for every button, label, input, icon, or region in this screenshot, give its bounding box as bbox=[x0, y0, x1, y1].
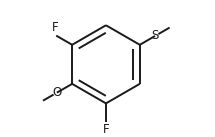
Text: S: S bbox=[151, 29, 159, 42]
Text: F: F bbox=[52, 21, 59, 34]
Text: F: F bbox=[103, 123, 109, 136]
Text: O: O bbox=[52, 86, 61, 99]
